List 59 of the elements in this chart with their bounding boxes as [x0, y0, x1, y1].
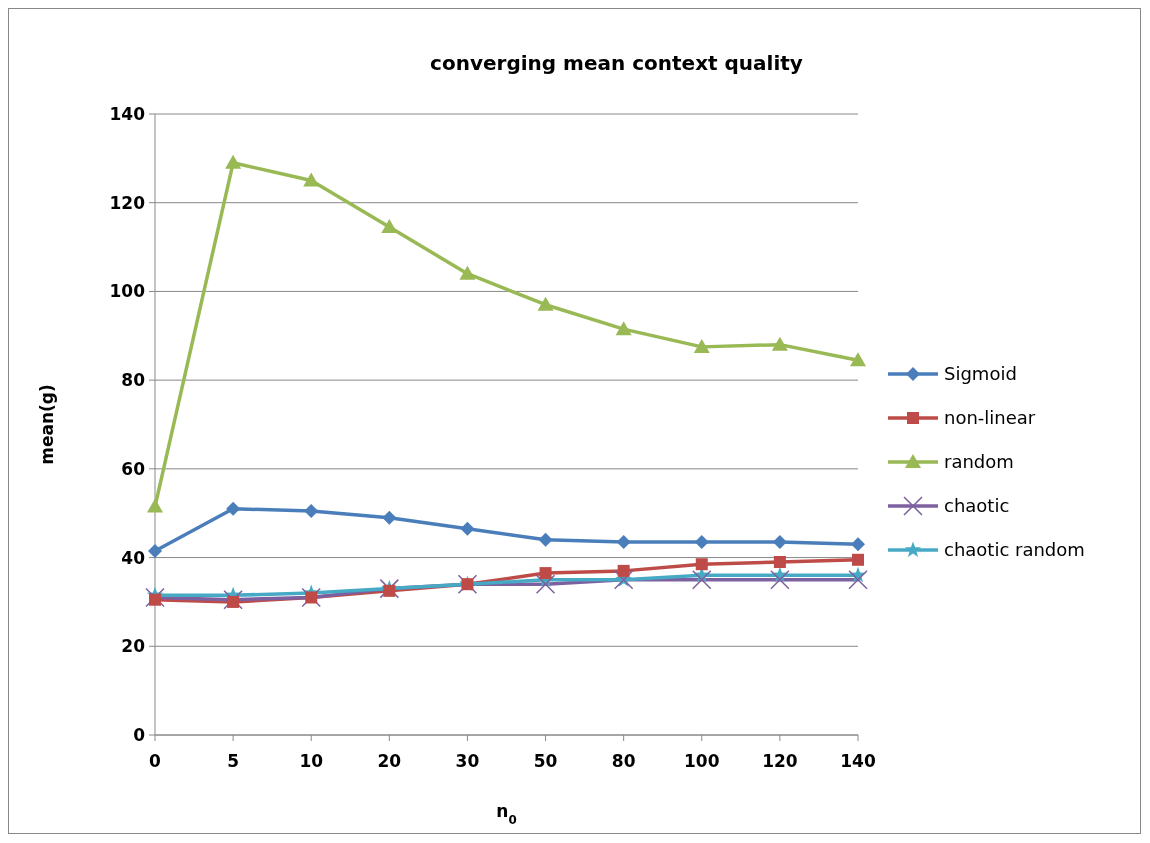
point [537, 296, 554, 311]
point [693, 338, 710, 353]
point [145, 587, 165, 608]
point [616, 535, 631, 550]
x-tick-label: 120 [762, 751, 798, 771]
point [692, 570, 712, 590]
point [851, 537, 865, 552]
point [770, 570, 790, 590]
point [460, 521, 475, 536]
point [227, 595, 240, 608]
point [148, 543, 162, 558]
point [850, 352, 866, 367]
legend-label: non-linear [944, 407, 1036, 429]
point [226, 501, 241, 516]
x-tick-label: 50 [533, 751, 558, 771]
point [304, 504, 319, 518]
point [382, 510, 397, 525]
point [459, 265, 476, 280]
point [539, 567, 552, 580]
point [225, 154, 242, 169]
chart-title: converging mean context quality [430, 51, 803, 75]
y-tick-label: 0 [133, 724, 146, 745]
x-tick-label: 10 [299, 751, 324, 771]
y-tick-label: 120 [109, 192, 146, 213]
point [848, 570, 868, 590]
y-tick-label: 80 [121, 370, 146, 391]
x-tick-label: 100 [684, 751, 720, 771]
y-tick-label: 20 [121, 636, 146, 657]
x-tick-label: 80 [611, 751, 636, 771]
y-tick-label: 100 [109, 281, 146, 302]
point [149, 593, 161, 606]
x-tick-label: 0 [149, 751, 162, 771]
point [694, 535, 709, 550]
y-tick-label: 140 [109, 103, 146, 124]
legend-label: chaotic random [944, 539, 1085, 561]
legend-label: Sigmoid [944, 363, 1017, 385]
point [383, 584, 396, 597]
x-tick-label: 5 [227, 751, 240, 771]
point [535, 574, 556, 594]
x-axis-title: n$_{0}$ [496, 801, 517, 827]
point [772, 535, 787, 550]
point [695, 558, 708, 571]
x-tick-label: 20 [377, 751, 402, 771]
point [771, 336, 788, 351]
y-axis-title: mean(g) [37, 384, 57, 465]
point [381, 219, 398, 234]
point [617, 564, 630, 577]
point [147, 498, 163, 513]
legend-label: chaotic [944, 495, 1010, 517]
x-tick-label: 140 [840, 751, 876, 771]
point [615, 321, 632, 336]
y-tick-label: 60 [121, 458, 146, 479]
y-tick-label: 40 [121, 547, 146, 568]
legend-label: random [944, 451, 1014, 473]
x-tick-label: 30 [455, 751, 480, 771]
point [852, 553, 864, 566]
point [773, 556, 786, 569]
point [303, 172, 320, 187]
point [538, 532, 553, 547]
